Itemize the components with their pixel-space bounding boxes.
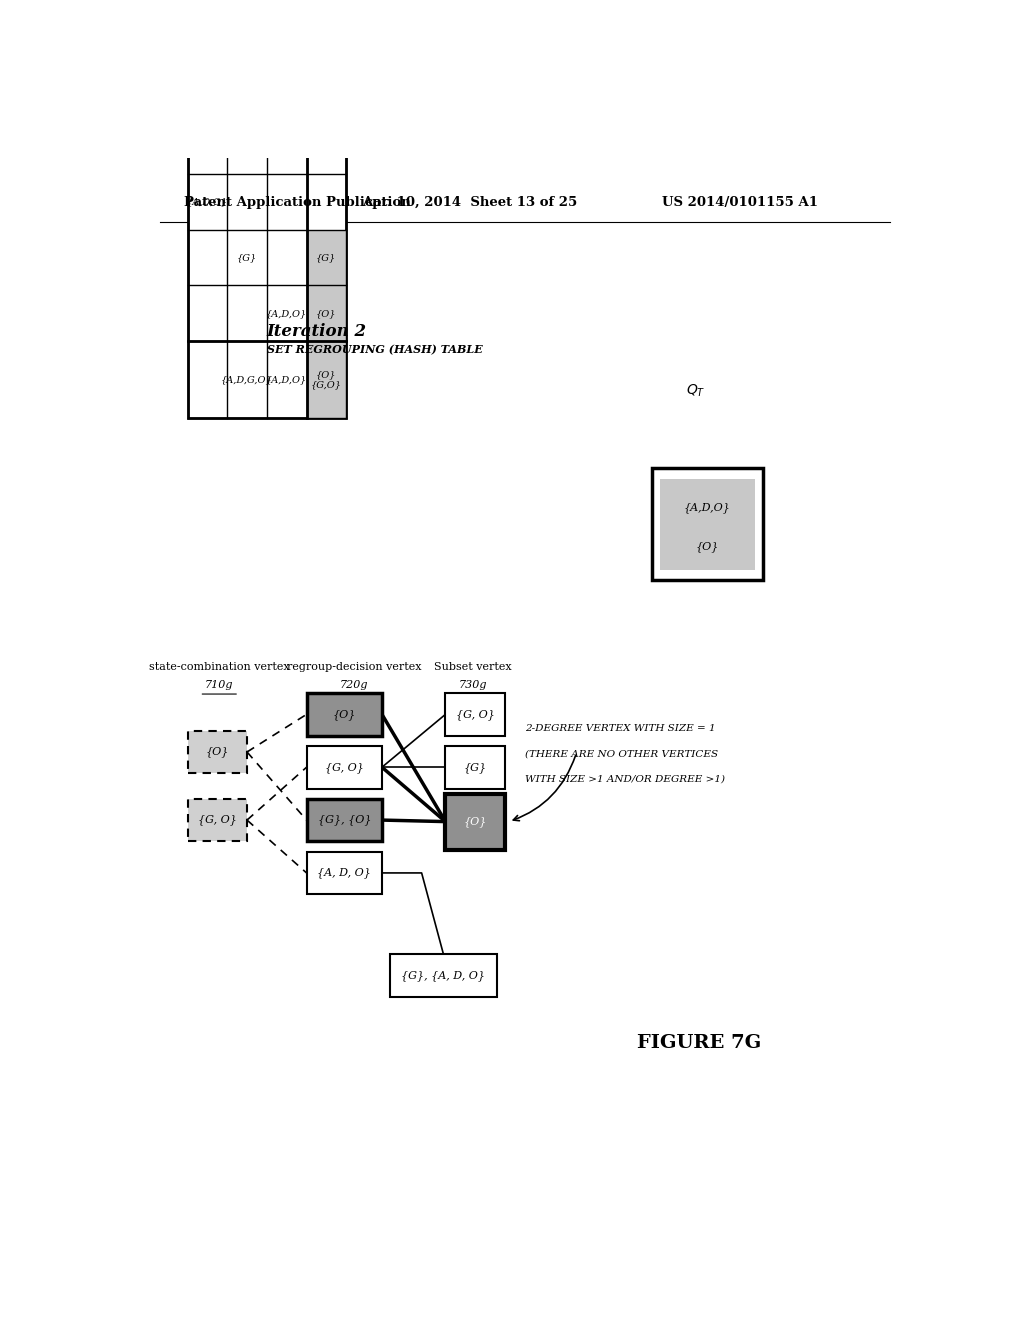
Bar	[306, 693, 382, 735]
Bar	[445, 793, 505, 850]
Text: 720g: 720g	[340, 680, 369, 690]
Bar	[445, 693, 505, 735]
Bar	[306, 230, 346, 285]
Bar	[390, 954, 497, 997]
Bar	[659, 479, 755, 570]
Bar	[187, 731, 247, 774]
Text: US 2014/0101155 A1: US 2014/0101155 A1	[663, 195, 818, 209]
Text: {O}
{G,O}: {O} {G,O}	[311, 370, 342, 389]
Text: FIGURE 7G: FIGURE 7G	[637, 1034, 762, 1052]
Text: {A, D, O}: {A, D, O}	[317, 867, 371, 878]
Text: {O}: {O}	[316, 309, 337, 318]
Text: Patent Application Publication: Patent Application Publication	[183, 195, 411, 209]
Text: {O}: {O}	[206, 747, 229, 758]
Text: {A,D,O}: {A,D,O}	[266, 309, 307, 318]
Bar	[306, 851, 382, 894]
Text: {A,D,O}: {A,D,O}	[186, 197, 228, 206]
Text: 730g: 730g	[459, 680, 487, 690]
Bar	[445, 746, 505, 788]
Text: {A,D,O}: {A,D,O}	[266, 375, 307, 384]
Text: Subset vertex: Subset vertex	[434, 661, 512, 672]
Text: {G}: {G}	[464, 762, 486, 772]
Text: SET REGROUPING (HASH) TABLE: SET REGROUPING (HASH) TABLE	[267, 345, 482, 355]
Text: {A,D,G,O}: {A,D,G,O}	[221, 375, 273, 384]
Text: {G}: {G}	[316, 253, 337, 261]
Bar	[187, 117, 346, 417]
Text: {O}: {O}	[695, 541, 719, 552]
Bar	[306, 746, 382, 788]
Text: Iteration 2: Iteration 2	[267, 322, 367, 339]
Text: {A,D,O}: {A,D,O}	[684, 502, 731, 513]
Text: {G}, {O}: {G}, {O}	[317, 814, 371, 825]
Text: {O}: {O}	[333, 709, 356, 719]
Bar	[306, 342, 346, 417]
Text: {G, O}: {G, O}	[325, 762, 364, 772]
Text: Apr. 10, 2014  Sheet 13 of 25: Apr. 10, 2014 Sheet 13 of 25	[361, 195, 577, 209]
Bar	[306, 285, 346, 342]
Bar	[651, 469, 763, 581]
Text: {G, O}: {G, O}	[456, 709, 495, 719]
Text: WITH SIZE >1 AND/OR DEGREE >1): WITH SIZE >1 AND/OR DEGREE >1)	[524, 775, 725, 784]
Text: $Q_T$: $Q_T$	[686, 383, 706, 399]
Text: 2-DEGREE VERTEX WITH SIZE = 1: 2-DEGREE VERTEX WITH SIZE = 1	[524, 723, 716, 733]
Bar	[187, 799, 247, 841]
Text: (THERE ARE NO OTHER VERTICES: (THERE ARE NO OTHER VERTICES	[524, 748, 718, 758]
Text: {G}, {A, D, O}: {G}, {A, D, O}	[401, 970, 485, 981]
Text: 710g: 710g	[205, 680, 233, 690]
Text: state-combination vertex: state-combination vertex	[148, 661, 290, 672]
Text: {G, O}: {G, O}	[198, 814, 237, 825]
Text: regroup-decision vertex: regroup-decision vertex	[287, 661, 422, 672]
Text: {O}: {O}	[464, 816, 486, 828]
Bar	[306, 799, 382, 841]
Text: {G}: {G}	[237, 253, 257, 261]
